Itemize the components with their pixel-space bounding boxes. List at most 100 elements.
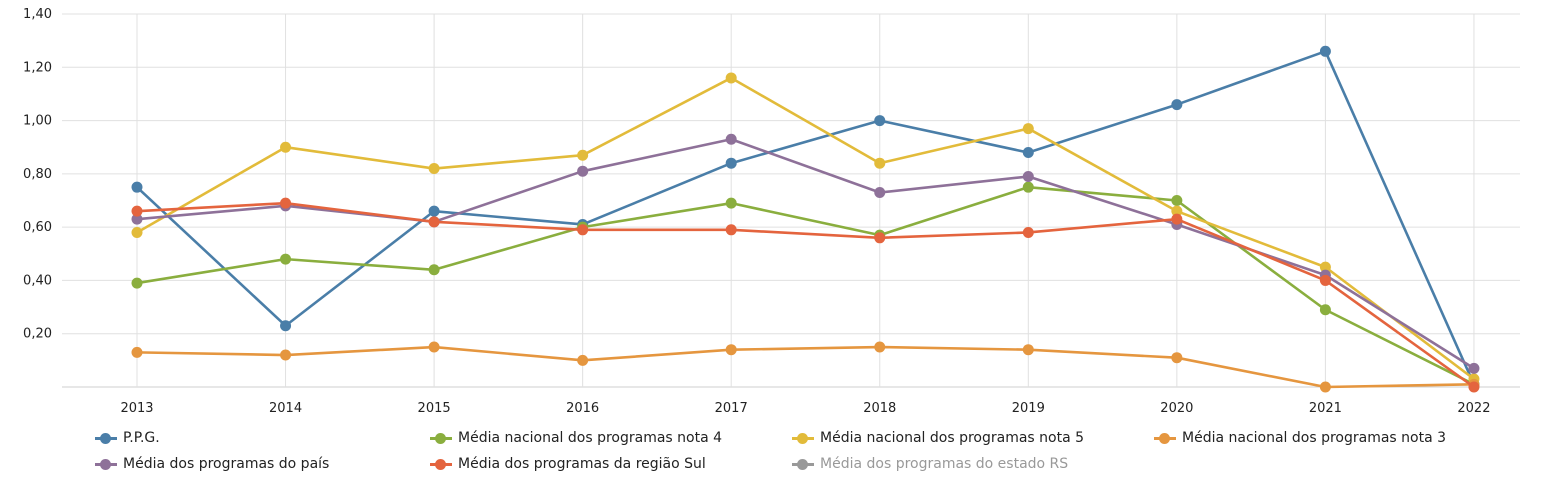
data-point[interactable]	[577, 165, 589, 177]
y-tick-label: 0,40	[23, 273, 52, 288]
x-tick-label: 2016	[566, 401, 599, 416]
data-point[interactable]	[131, 226, 143, 238]
legend-item[interactable]: Média nacional dos programas nota 3	[1154, 428, 1534, 448]
data-point[interactable]	[1022, 181, 1034, 193]
data-point[interactable]	[1319, 274, 1331, 286]
legend-marker-icon	[792, 433, 814, 444]
data-point[interactable]	[1171, 205, 1183, 217]
data-point[interactable]	[1319, 381, 1331, 393]
data-point[interactable]	[874, 187, 886, 199]
legend-item[interactable]: Média nacional dos programas nota 5	[792, 428, 1154, 448]
data-point[interactable]	[1468, 362, 1480, 374]
data-point[interactable]	[428, 163, 440, 175]
x-axis-ticks: 2013 2014 2015 2016 2017 2018 2019 2020 2021 2022	[120, 401, 1490, 416]
legend-marker-icon	[95, 459, 117, 470]
data-point[interactable]	[874, 232, 886, 244]
data-point[interactable]	[725, 157, 737, 169]
data-point[interactable]	[1022, 123, 1034, 135]
legend: P.P.G. Média nacional dos programas nota …	[95, 428, 1535, 474]
data-point[interactable]	[1171, 213, 1183, 225]
y-tick-label: 1,20	[23, 60, 52, 75]
y-axis-ticks: 0,20 0,40 0,60 0,80 1,00 1,20 1,40	[23, 7, 52, 342]
data-point[interactable]	[874, 341, 886, 353]
data-point[interactable]	[725, 72, 737, 84]
data-point[interactable]	[577, 149, 589, 161]
data-point[interactable]	[725, 224, 737, 236]
data-point[interactable]	[280, 141, 292, 153]
x-tick-label: 2015	[418, 401, 451, 416]
data-point[interactable]	[280, 197, 292, 209]
data-point[interactable]	[131, 346, 143, 358]
legend-item[interactable]: Média dos programas do estado RS	[792, 454, 1154, 474]
data-point[interactable]	[1171, 352, 1183, 364]
y-tick-label: 1,40	[23, 7, 52, 22]
data-point[interactable]	[725, 133, 737, 145]
legend-item[interactable]: Média nacional dos programas nota 4	[430, 428, 792, 448]
y-tick-label: 1,00	[23, 114, 52, 129]
data-point[interactable]	[131, 213, 143, 225]
x-tick-label: 2019	[1012, 401, 1045, 416]
data-point[interactable]	[131, 181, 143, 193]
x-tick-label: 2018	[863, 401, 896, 416]
data-point[interactable]	[428, 205, 440, 217]
data-point[interactable]	[280, 320, 292, 332]
legend-item[interactable]: P.P.G.	[95, 428, 430, 448]
data-point[interactable]	[131, 277, 143, 289]
legend-label: P.P.G.	[123, 430, 160, 446]
data-point[interactable]	[725, 197, 737, 209]
series-2	[131, 72, 1480, 385]
legend-marker-icon	[430, 459, 452, 470]
y-tick-label: 0,60	[23, 220, 52, 235]
data-point[interactable]	[428, 264, 440, 276]
data-point[interactable]	[1319, 45, 1331, 57]
data-point[interactable]	[1022, 344, 1034, 356]
legend-marker-icon	[792, 459, 814, 470]
x-tick-label: 2013	[120, 401, 153, 416]
legend-label: Média nacional dos programas nota 3	[1182, 430, 1447, 446]
legend-label: Média dos programas do estado RS	[820, 456, 1069, 472]
data-point[interactable]	[1468, 381, 1480, 393]
legend-label: Média nacional dos programas nota 5	[820, 430, 1085, 446]
legend-marker-icon	[95, 433, 117, 444]
data-point[interactable]	[577, 354, 589, 366]
series-line	[136, 185, 1475, 386]
data-point[interactable]	[280, 253, 292, 265]
legend-marker-icon	[430, 433, 452, 444]
data-point[interactable]	[428, 216, 440, 228]
series-line	[136, 49, 1476, 385]
x-tick-label: 2021	[1309, 401, 1342, 416]
data-point[interactable]	[874, 157, 886, 169]
data-point[interactable]	[1022, 147, 1034, 159]
series-3	[131, 341, 1480, 393]
data-point[interactable]	[428, 341, 440, 353]
legend-label: Média dos programas do país	[123, 456, 330, 472]
data-point[interactable]	[1171, 195, 1183, 206]
data-point[interactable]	[131, 205, 143, 217]
line-chart: 0,200,400,600,801,001,201,40 2013 2014 201…	[23, 7, 1520, 416]
y-tick-label: 0,20	[23, 327, 52, 342]
series-0	[131, 45, 1480, 390]
series-line	[136, 345, 1474, 389]
legend-item[interactable]: Média dos programas do país	[95, 454, 430, 474]
data-point[interactable]	[725, 344, 737, 356]
series-5	[131, 197, 1480, 393]
data-point[interactable]	[280, 349, 292, 361]
data-point[interactable]	[1319, 261, 1331, 273]
data-point[interactable]	[1171, 99, 1183, 111]
data-point[interactable]	[874, 115, 886, 127]
series-line	[136, 201, 1475, 389]
x-tick-label: 2014	[269, 401, 302, 416]
data-point[interactable]	[1022, 226, 1034, 238]
data-point[interactable]	[577, 224, 589, 236]
data-point[interactable]	[1022, 171, 1034, 183]
x-tick-label: 2022	[1457, 401, 1490, 416]
legend-label: Média nacional dos programas nota 4	[458, 430, 723, 446]
series-1	[131, 181, 1480, 390]
data-point[interactable]	[1319, 304, 1331, 316]
legend-item[interactable]: Média dos programas da região Sul	[430, 454, 792, 474]
series-4	[131, 133, 1480, 374]
x-tick-label: 2020	[1160, 401, 1193, 416]
series-layer	[131, 45, 1480, 393]
x-tick-label: 2017	[715, 401, 748, 416]
legend-marker-icon	[1154, 433, 1176, 444]
